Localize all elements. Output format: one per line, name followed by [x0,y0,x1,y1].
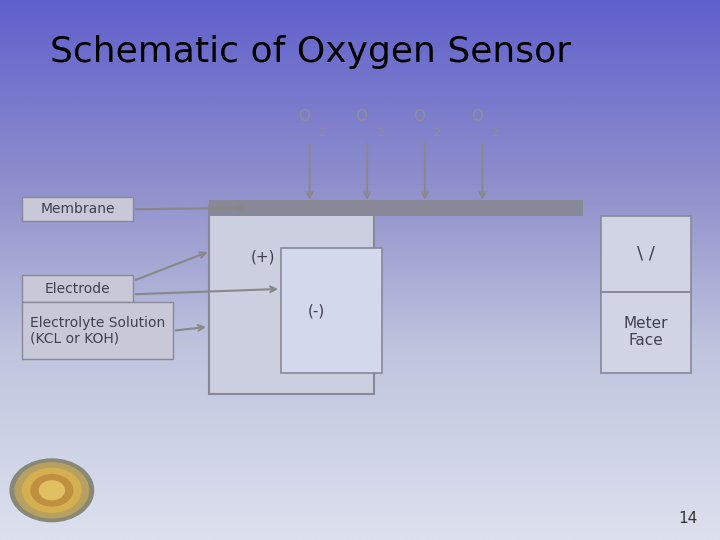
Bar [22,197,133,221]
Text: Meter
Face: Meter Face [624,316,668,348]
Text: (+): (+) [251,249,275,264]
Bar [281,248,382,373]
Circle shape [31,475,73,506]
Text: O: O [356,109,367,124]
Text: Electrolyte Solution
(KCL or KOH): Electrolyte Solution (KCL or KOH) [30,316,165,346]
Circle shape [40,481,64,500]
Bar [209,200,583,216]
Bar [209,205,374,394]
Text: O: O [471,109,482,124]
Text: 2: 2 [318,127,325,138]
Text: Electrode: Electrode [45,282,110,296]
Text: O: O [413,109,425,124]
Text: 14: 14 [678,511,697,526]
Text: (-): (-) [308,303,325,318]
Bar [22,275,133,302]
Circle shape [22,468,81,512]
Text: 2: 2 [376,127,383,138]
Text: 2: 2 [433,127,441,138]
Bar [601,216,691,292]
Bar [601,292,691,373]
Text: 2: 2 [491,127,498,138]
Circle shape [10,459,94,522]
Circle shape [15,463,89,518]
Text: O: O [298,109,310,124]
Bar [22,302,173,359]
Text: \ /: \ / [637,245,655,263]
Text: Schematic of Oxygen Sensor: Schematic of Oxygen Sensor [50,35,572,69]
Text: Membrane: Membrane [40,202,114,216]
